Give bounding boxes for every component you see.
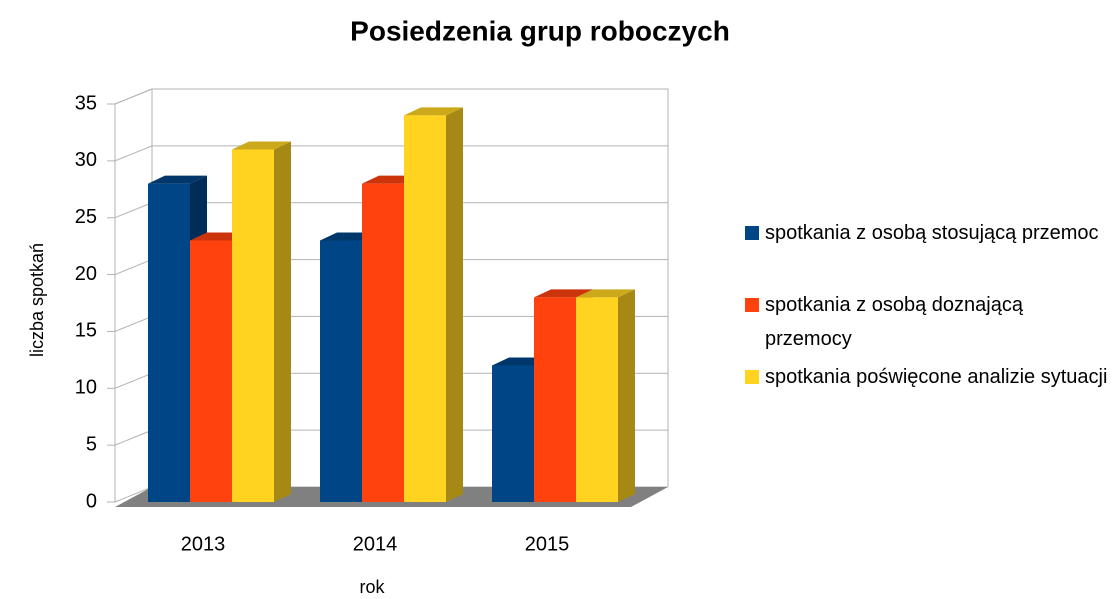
grid-line-side bbox=[114, 259, 153, 276]
bar-face bbox=[534, 289, 593, 298]
bar bbox=[576, 289, 635, 502]
bar-face bbox=[492, 365, 534, 502]
bar-face bbox=[232, 141, 291, 150]
y-tick-label: 35 bbox=[75, 92, 97, 114]
bar-face bbox=[232, 149, 274, 502]
bar-face bbox=[576, 297, 618, 502]
x-tick-label: 2015 bbox=[525, 533, 570, 555]
chart-title: Posiedzenia grup roboczych bbox=[350, 15, 730, 46]
bar-face bbox=[148, 183, 190, 502]
bar bbox=[404, 107, 463, 502]
bar bbox=[232, 141, 291, 502]
bar-face bbox=[362, 183, 404, 502]
legend-label: spotkania z osobą doznającą przemocy bbox=[765, 294, 1023, 350]
grid-line-side bbox=[114, 429, 153, 446]
y-tick-label: 20 bbox=[75, 263, 97, 285]
bar-face bbox=[190, 240, 232, 502]
x-tick-label: 2014 bbox=[353, 533, 398, 555]
legend-swatch bbox=[745, 370, 759, 384]
y-tick-label: 15 bbox=[75, 320, 97, 342]
y-tick-label: 10 bbox=[75, 377, 97, 399]
grid-line-side bbox=[114, 202, 153, 219]
grid-line-side bbox=[114, 145, 153, 162]
bar-face bbox=[576, 289, 635, 298]
y-tick-label: 5 bbox=[86, 433, 97, 455]
bar-face bbox=[274, 141, 291, 502]
grid-line-side bbox=[114, 486, 153, 503]
legend-swatch bbox=[745, 226, 759, 240]
bar-face bbox=[404, 115, 446, 502]
bar-face bbox=[534, 297, 576, 502]
bar-face bbox=[320, 240, 362, 502]
x-tick-label: 2013 bbox=[181, 533, 226, 555]
legend-item: spotkania poświęcone analizie sytuacji bbox=[745, 360, 1115, 394]
bar-face bbox=[404, 107, 463, 116]
legend-label: spotkania z osobą stosującą przemoc bbox=[765, 222, 1099, 244]
y-tick-label: 30 bbox=[75, 149, 97, 171]
grid-line-side bbox=[114, 372, 153, 389]
grid-line-side bbox=[114, 315, 153, 332]
legend-label: spotkania poświęcone analizie sytuacji bbox=[765, 366, 1108, 388]
y-tick-label: 25 bbox=[75, 206, 97, 228]
grid-line-side bbox=[114, 88, 153, 105]
legend-item: spotkania z osobą stosującą przemoc bbox=[745, 216, 1115, 250]
bar-face bbox=[618, 289, 635, 502]
y-tick-label: 0 bbox=[86, 490, 97, 512]
bar-face bbox=[446, 107, 463, 502]
y-axis-label: liczba spotkań bbox=[27, 243, 47, 357]
x-axis-label: rok bbox=[359, 577, 385, 597]
legend-swatch bbox=[745, 298, 759, 312]
bar-face bbox=[148, 175, 207, 184]
legend-item: spotkania z osobą doznającą przemocy bbox=[745, 288, 1115, 356]
